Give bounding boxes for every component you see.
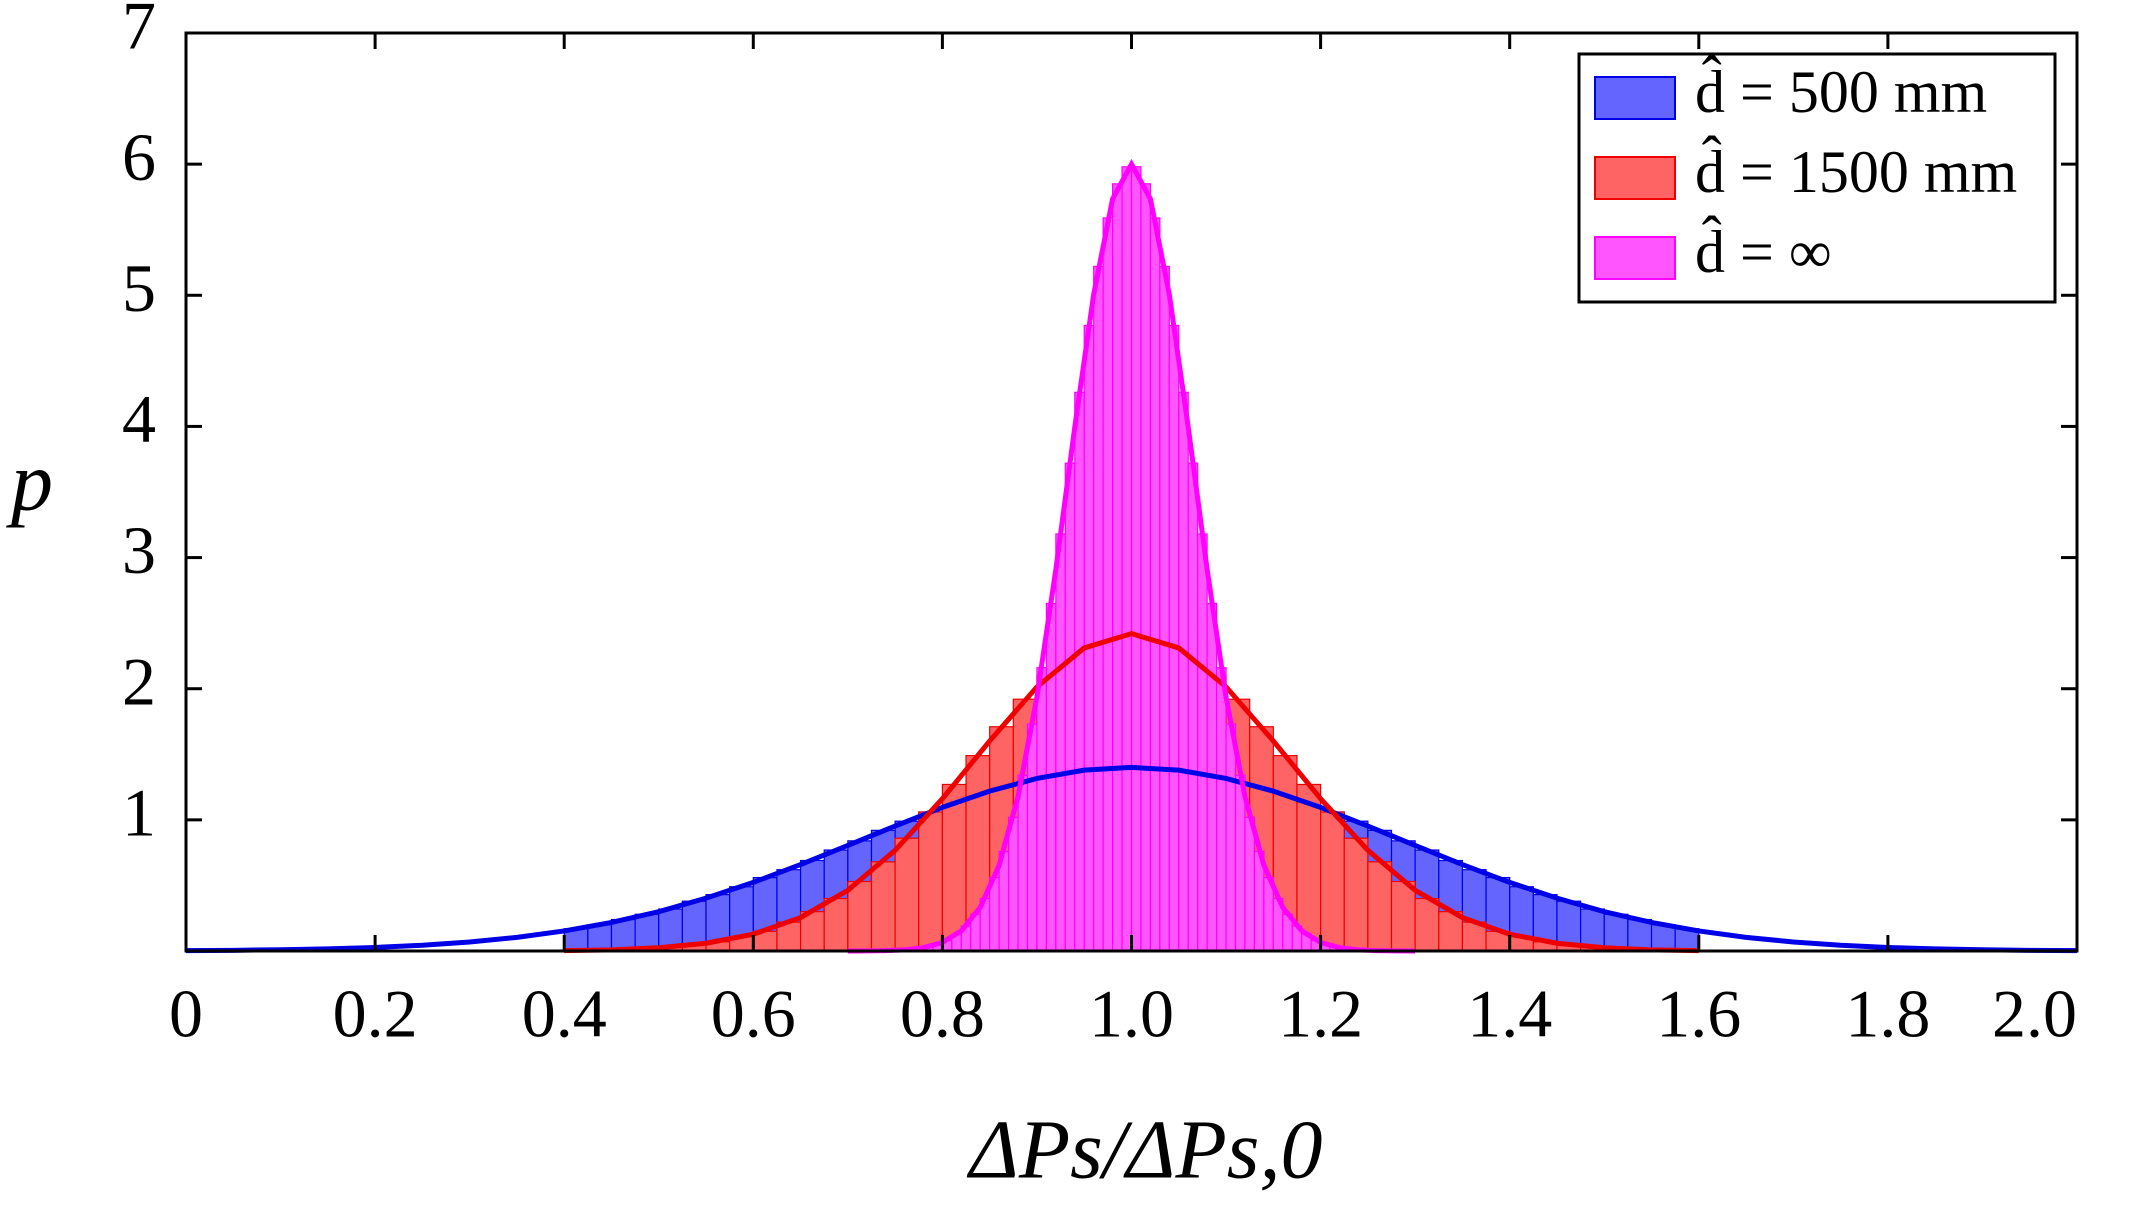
bar [1036,667,1048,952]
bar [1130,166,1142,952]
y-tick-label: 6 [122,119,156,195]
bar [1121,166,1133,952]
bar [1017,774,1029,952]
bar [1197,533,1208,952]
bar [1168,324,1180,952]
bar [1149,217,1161,952]
bar [1074,391,1085,952]
histogram [894,166,1369,952]
x-tick-label: 0.6 [711,976,796,1052]
bar [1159,265,1170,952]
bar [1111,183,1123,952]
y-tick-label: 4 [122,381,156,457]
bar [823,897,849,952]
bar [1627,918,1653,952]
bar [610,918,636,952]
x-tick-label: 1.6 [1656,976,1741,1052]
x-tick-label: 0.2 [333,976,418,1052]
legend-label: d̂ = 500 mm [1695,57,1987,125]
legend: d̂ = 500 mm d̂ = 1500 mm d̂ = ∞ [1577,52,2057,304]
legend-swatch [1594,156,1676,200]
x-axis-label: ΔPs/ΔPs,0 [967,1103,1323,1196]
bar [1215,667,1227,952]
bar [1178,391,1189,952]
x-tick-label: 1.2 [1278,976,1363,1052]
bar [1225,723,1237,952]
x-tick-label: 2.0 [1992,976,2077,1052]
bar [1244,816,1256,952]
y-tick-label: 7 [122,0,156,64]
y-tick-label: 5 [122,250,156,326]
x-tick-label: 1.4 [1467,976,1552,1052]
bar [1093,265,1104,952]
legend-swatch [1594,76,1676,120]
x-tick-label: 1.0 [1089,976,1174,1052]
bar [1650,924,1676,952]
y-tick-label: 1 [122,774,156,850]
bar [1083,324,1095,952]
x-tick-label: 1.8 [1845,976,1930,1052]
fit-curve [185,764,2078,954]
bar [847,880,873,952]
y-tick-label: 2 [122,643,156,719]
bar [587,924,613,952]
bar [894,837,920,952]
legend-label: d̂ = 1500 mm [1695,137,2017,205]
bar [1343,837,1369,952]
bar [1007,816,1019,952]
bar [1026,723,1038,952]
bar [1187,462,1199,952]
bar [918,811,944,952]
bar [1390,880,1416,952]
legend-swatch [1594,236,1676,280]
bar [1140,183,1152,952]
bar [1367,861,1393,952]
bar [1234,774,1246,952]
x-tick-label: 0.8 [900,976,985,1052]
fit-curve [564,631,1699,954]
y-axis-label: p [6,435,53,528]
bar [1055,533,1066,952]
bar [1319,811,1345,952]
y-tick-label: 3 [122,512,156,588]
x-tick-label: 0 [169,976,203,1052]
bar [1414,897,1440,952]
bar [1102,217,1114,952]
legend-label: d̂ = ∞ [1695,217,1832,285]
bar [870,861,896,952]
x-tick-label: 0.4 [522,976,607,1052]
bar [1064,462,1076,952]
